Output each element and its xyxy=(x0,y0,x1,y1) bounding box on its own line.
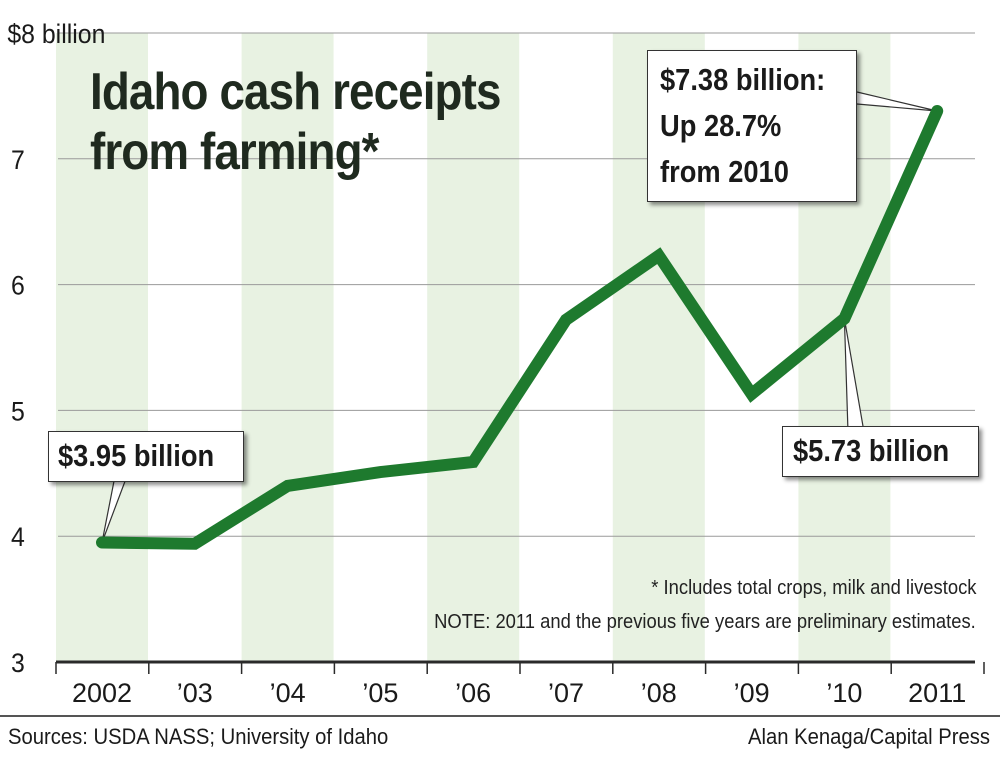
x-tick-label: 2011 xyxy=(908,678,966,708)
data-point xyxy=(101,541,103,544)
y-tick-label: 4 xyxy=(11,523,25,552)
source-text: Sources: USDA NASS; University of Idaho xyxy=(8,724,389,749)
data-point xyxy=(565,318,567,321)
credit-text: Alan Kenaga/Capital Press xyxy=(748,724,990,749)
x-tick-label: ’06 xyxy=(455,678,491,708)
y-tick-label: $8 billion xyxy=(7,20,105,49)
x-tick-label: ’10 xyxy=(826,678,862,708)
x-tick-label: ’08 xyxy=(641,678,677,708)
y-tick-label: 3 xyxy=(11,649,25,678)
series-line xyxy=(96,104,944,550)
footnote-note: NOTE: 2011 and the previous five years a… xyxy=(434,611,976,633)
column-band xyxy=(427,33,520,662)
data-point xyxy=(193,542,196,545)
series-polyline xyxy=(96,104,944,550)
footer-rule xyxy=(0,715,1000,717)
y-axis-ticks: 3 4 5 6 7 $8 billion xyxy=(7,20,105,678)
chart-title: Idaho cash receipts from farming* xyxy=(90,63,501,181)
x-tick-label: ’09 xyxy=(734,678,770,708)
data-point xyxy=(379,471,382,474)
column-band xyxy=(241,33,334,662)
data-point xyxy=(657,254,660,257)
callout-2002: $3.95 billion xyxy=(48,431,245,482)
data-point xyxy=(936,109,939,112)
callout-2011-line2: Up 28.7% xyxy=(660,108,782,143)
x-tick-label: ’03 xyxy=(177,678,213,708)
y-tick-label: 7 xyxy=(11,146,25,175)
footnote-asterisk: * Includes total crops, milk and livesto… xyxy=(650,577,976,599)
data-point xyxy=(286,484,289,487)
data-point xyxy=(472,460,475,463)
x-tick-label: ’04 xyxy=(270,678,306,708)
callout-2002-text: $3.95 billion xyxy=(58,438,215,473)
callout-2010-text: $5.73 billion xyxy=(793,433,950,468)
callout-2011: $7.38 billion: Up 28.7% from 2010 xyxy=(647,50,857,202)
x-tick-label: ’07 xyxy=(548,678,584,708)
column-band xyxy=(56,33,148,662)
callout-2011-line3: from 2010 xyxy=(660,154,789,189)
data-point xyxy=(750,393,753,396)
callout-2011-line1: $7.38 billion: xyxy=(660,62,826,97)
y-tick-label: 6 xyxy=(11,272,25,301)
x-axis: 2002 ’03 ’04 ’05 ’06 ’07 ’08 ’09 ’10 2011 xyxy=(55,660,985,708)
callout-2010: $5.73 billion xyxy=(782,426,980,477)
x-tick-label: 2002 xyxy=(72,678,132,708)
y-tick-label: 5 xyxy=(11,398,25,427)
data-point xyxy=(843,317,846,320)
x-tick-label: ’05 xyxy=(362,678,398,708)
